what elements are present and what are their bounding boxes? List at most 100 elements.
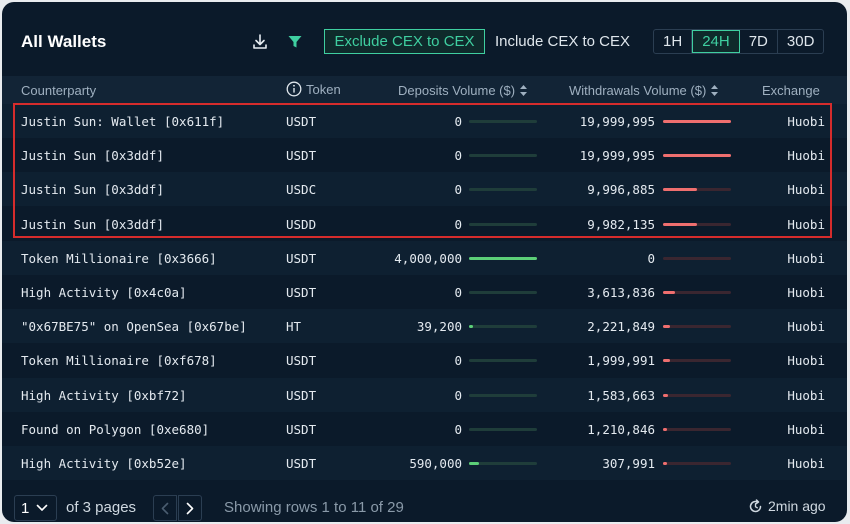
withdrawal-bar-fill (663, 188, 697, 192)
withdrawal-bar-fill (663, 359, 670, 363)
token-cell: USDT (286, 285, 317, 300)
column-counterparty[interactable]: Counterparty (21, 83, 96, 98)
time-range-24h[interactable]: 24H (692, 30, 740, 53)
withdrawals-cell: 19,999,995 (579, 148, 655, 164)
withdrawal-bar-fill (663, 120, 731, 123)
deposits-cell: 0 (454, 387, 462, 403)
column-exchange[interactable]: Exchange (762, 83, 820, 98)
token-cell: USDT (286, 387, 317, 403)
counterparty-cell: High Activity [0xb52e] (21, 456, 187, 471)
table-row[interactable]: Justin Sun [0x3ddf] USDC 0 9,996,885 Huobi (2, 172, 847, 207)
exchange-cell: Huobi (787, 421, 825, 437)
exchange-cell: Huobi (787, 182, 825, 198)
withdrawals-cell: 1,999,991 (587, 353, 655, 369)
token-cell: USDC (286, 182, 317, 198)
counterparty-cell: Justin Sun [0x3ddf] (21, 216, 164, 232)
token-cell: USDD (286, 216, 317, 232)
exclude-cex-toggle[interactable]: Exclude CEX to CEX (324, 29, 485, 54)
exchange-cell: Huobi (787, 250, 825, 266)
exchange-cell: Huobi (787, 285, 825, 300)
exchange-cell: Huobi (787, 216, 825, 232)
deposits-cell: 0 (454, 114, 462, 129)
token-cell: USDT (286, 250, 317, 266)
exchange-cell: Huobi (787, 456, 825, 471)
withdrawal-bar-fill (663, 291, 676, 294)
table-row[interactable]: Justin Sun: Wallet [0x611f] USDT 0 19,999,9… (2, 104, 847, 138)
time-range-1h[interactable]: 1H (654, 30, 693, 53)
page-select-value: 1 (21, 499, 30, 517)
next-page-button[interactable] (178, 495, 202, 521)
withdrawals-cell: 9,996,885 (587, 182, 655, 198)
table-row[interactable]: Found on Polygon [0xe680] USDT 0 1,210,846 H… (2, 412, 847, 446)
counterparty-cell: High Activity [0x4c0a] (21, 285, 187, 300)
include-cex-toggle[interactable]: Include CEX to CEX (494, 33, 631, 50)
withdrawals-cell: 1,583,663 (587, 387, 655, 403)
withdrawal-bar-fill (663, 325, 671, 329)
download-icon[interactable] (248, 30, 272, 54)
deposits-cell: 0 (454, 285, 462, 300)
time-range-group: 1H 24H 7D 30D (653, 29, 825, 54)
time-range-7d[interactable]: 7D (740, 30, 778, 53)
table-row[interactable]: Justin Sun [0x3ddf] USDT 0 19,999,995 Huobi (2, 138, 847, 172)
rows-summary: Showing rows 1 to 11 of 29 (224, 499, 404, 516)
panel-title: All Wallets (21, 32, 107, 51)
refresh-icon (748, 498, 763, 514)
column-exchange-label: Exchange (762, 83, 820, 98)
exchange-cell: Huobi (787, 387, 825, 403)
table-row[interactable]: Token Millionaire [0x3666] USDT 4,000,000 0… (2, 240, 847, 275)
exchange-cell: Huobi (787, 148, 825, 164)
deposits-cell: 39,200 (416, 319, 462, 335)
withdrawal-bar-fill (663, 393, 669, 397)
withdrawal-bar-fill (663, 427, 668, 431)
token-cell: USDT (286, 114, 317, 129)
withdrawal-bar-fill (663, 154, 731, 158)
table-row[interactable]: High Activity [0xbf72] USDT 0 1,583,663 Huob… (2, 377, 847, 412)
deposits-cell: 0 (454, 148, 462, 164)
withdrawals-cell: 0 (647, 250, 655, 266)
deposits-cell: 0 (454, 421, 462, 437)
deposits-cell: 0 (454, 182, 462, 198)
counterparty-cell: High Activity [0xbf72] (21, 387, 187, 403)
deposits-cell: 0 (454, 353, 462, 369)
withdrawals-cell: 9,982,135 (587, 216, 655, 232)
counterparty-cell: Found on Polygon [0xe680] (21, 421, 210, 437)
withdrawals-cell: 307,991 (602, 456, 655, 471)
table-row[interactable]: Token Millionaire [0xf678] USDT 0 1,999,991… (2, 343, 847, 377)
deposits-cell: 4,000,000 (394, 250, 462, 266)
column-deposits[interactable]: Deposits Volume ($) (398, 83, 528, 98)
deposit-bar-fill (469, 462, 480, 465)
withdrawals-cell: 1,210,846 (587, 421, 655, 437)
chevron-left-icon (161, 502, 169, 515)
deposit-bar-fill (469, 256, 537, 260)
withdrawals-cell: 19,999,995 (579, 114, 655, 129)
time-range-30d[interactable]: 30D (786, 33, 815, 50)
filter-icon[interactable] (283, 30, 307, 54)
deposit-bar-fill (469, 325, 473, 329)
counterparty-cell: Justin Sun [0x3ddf] (21, 148, 164, 164)
withdrawals-cell: 3,613,836 (587, 285, 655, 300)
exchange-cell: Huobi (787, 319, 825, 335)
column-token[interactable]: Token (286, 81, 341, 97)
page-count: of 3 pages (66, 499, 137, 516)
last-updated: 2min ago (748, 498, 826, 514)
table-row[interactable]: Justin Sun [0x3ddf] USDD 0 9,982,135 Huobi (2, 207, 847, 241)
withdrawal-bar-fill (663, 462, 667, 465)
table-footer: 1 of 3 pages Showing rows 1 to 11 of 29 (2, 486, 847, 522)
column-withdrawals[interactable]: Withdrawals Volume ($) (569, 83, 719, 98)
column-token-label: Token (306, 81, 341, 97)
page-select[interactable]: 1 (14, 495, 57, 521)
prev-page-button[interactable] (153, 495, 177, 521)
panel-header: All Wallets Exclude CEX to CEX Include C… (2, 2, 847, 76)
token-cell: USDT (286, 456, 317, 471)
counterparty-cell: Token Millionaire [0x3666] (21, 250, 217, 266)
table-row[interactable]: High Activity [0xb52e] USDT 590,000 307,991… (2, 446, 847, 480)
deposits-cell: 0 (454, 216, 462, 232)
sort-icon (710, 84, 719, 97)
sort-icon (519, 84, 528, 97)
counterparty-cell: Justin Sun: Wallet [0x611f] (21, 114, 225, 129)
table-row[interactable]: "0x67BE75" on OpenSea [0x67be] HT 39,200 2,… (2, 309, 847, 344)
table-row[interactable]: High Activity [0x4c0a] USDT 0 3,613,836 Huob… (2, 275, 847, 309)
column-deposits-label: Deposits Volume ($) (398, 83, 516, 98)
withdrawal-bar-fill (663, 222, 697, 226)
